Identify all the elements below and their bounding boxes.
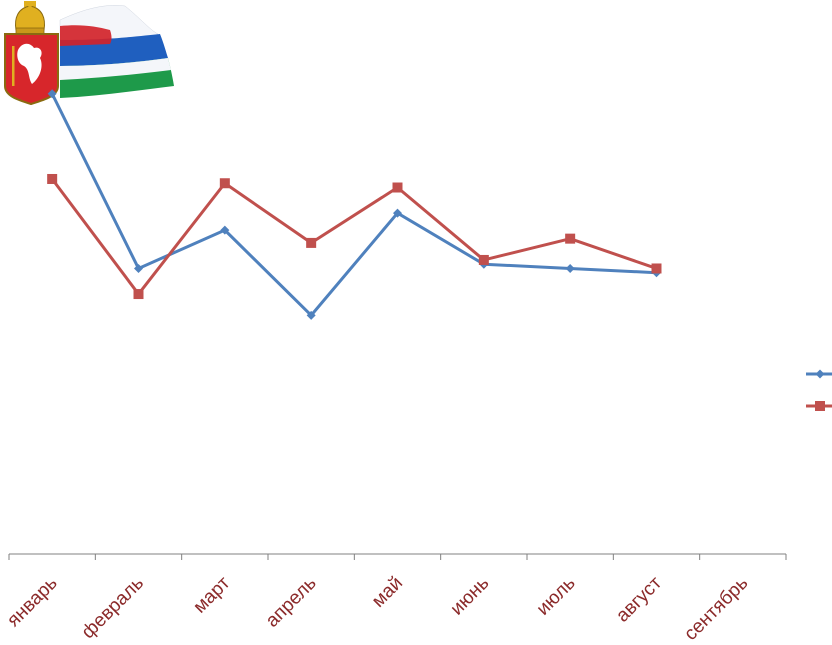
x-tick-label: январь <box>3 573 62 632</box>
x-tick-label: апрель <box>262 573 321 632</box>
legend-series-1-marker <box>815 369 825 379</box>
crown-icon <box>15 1 45 35</box>
series-1-point <box>220 225 230 235</box>
x-axis-ticks <box>8 554 787 560</box>
series-1-line <box>50 93 657 317</box>
x-tick-label: март <box>189 572 234 617</box>
x-tick-label: февраль <box>78 573 148 643</box>
legend <box>806 369 832 411</box>
x-tick-label: июнь <box>447 573 494 620</box>
legend-series-2-marker <box>815 401 825 411</box>
x-tick-label: сентябрь <box>680 573 752 645</box>
series-1-point <box>306 310 316 320</box>
series-1-point <box>134 263 143 273</box>
x-tick-label: август <box>612 572 666 626</box>
series-2-point <box>392 182 403 193</box>
x-tick-label: май <box>368 573 407 612</box>
series-2-point <box>306 237 317 248</box>
coat-of-arms-emblem <box>4 1 174 106</box>
series-2-point <box>478 254 489 265</box>
series-1-point <box>393 208 402 218</box>
series-2-point <box>565 233 576 244</box>
x-tick-label: июль <box>533 573 580 620</box>
series-1-point <box>565 263 575 273</box>
series-group <box>47 89 662 320</box>
series-2-point <box>47 173 58 184</box>
x-axis-tick-labels: январь февраль март апрель май июнь июль август… <box>3 572 752 644</box>
series-2-point <box>219 178 230 189</box>
series-2-point <box>133 289 144 300</box>
series-1-point <box>47 89 57 99</box>
shield-icon <box>4 33 59 106</box>
series-2-point <box>651 263 662 274</box>
series-2-line <box>50 178 657 296</box>
flag-icon <box>59 5 174 98</box>
